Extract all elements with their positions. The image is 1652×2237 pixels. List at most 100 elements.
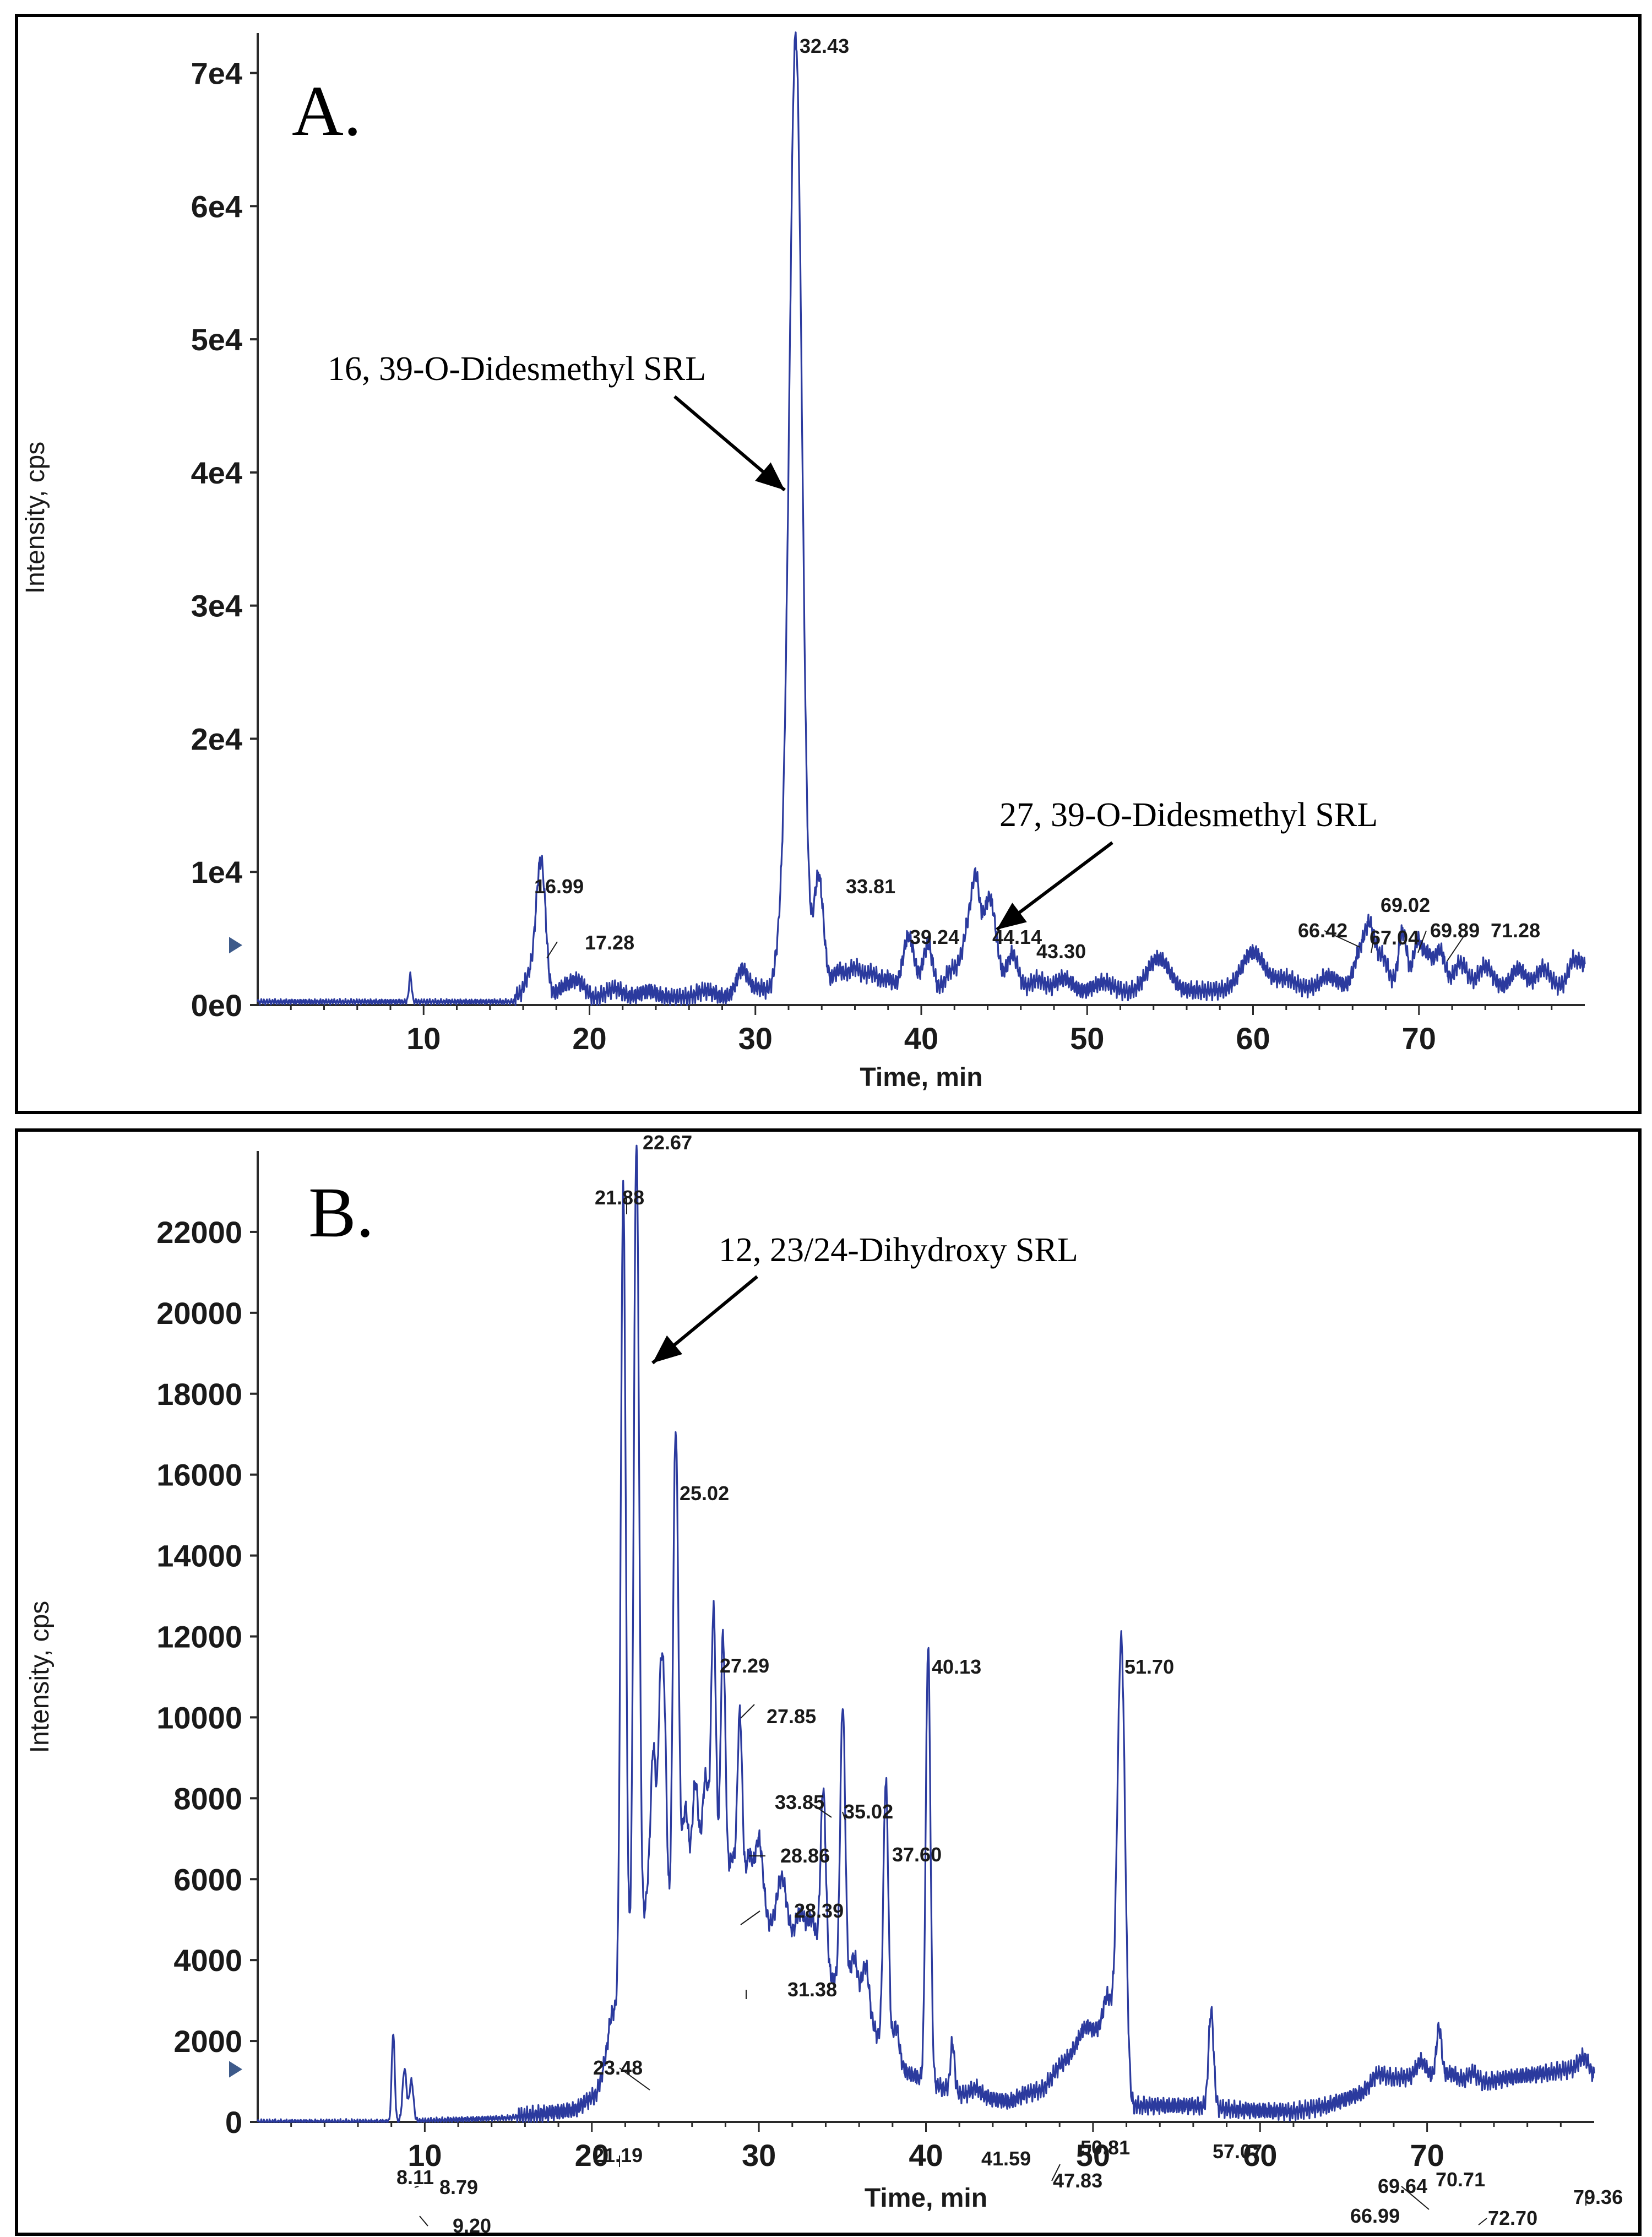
annotation-arrowhead-icon <box>755 462 785 490</box>
peak-label-leader <box>619 2067 650 2091</box>
peak-label-leader <box>740 1704 755 1719</box>
x-tick-label: 70 <box>1402 1021 1436 1056</box>
peak-label: 8.11 <box>396 2166 434 2189</box>
y-tick-label: 3e4 <box>191 589 242 623</box>
y-tick-label: 18000 <box>156 1377 242 1411</box>
chromatogram-trace <box>257 31 1586 1006</box>
chart-panel-a: 0e0 1e4 2e4 3e4 4e4 5e4 6e4 7e4 10 20 30 40 50 60 70 Ti… <box>0 0 1652 1118</box>
x-tick-label: 60 <box>1236 1021 1270 1056</box>
y-axis-title: Intensity, cps <box>21 442 50 594</box>
y-tick-label: 4000 <box>173 1943 242 1978</box>
x-axis-title: Time, min <box>860 1063 982 1092</box>
x-tick-label: 60 <box>1243 2138 1277 2173</box>
y-tick-label: 6000 <box>173 1862 242 1897</box>
y-tick-label: 8000 <box>173 1781 242 1816</box>
peak-label: 17.28 <box>585 931 634 954</box>
peak-label-leader <box>1051 2164 1061 2181</box>
y-axis-title: Intensity, cps <box>25 1601 55 1753</box>
peak-label: 23.48 <box>593 2056 643 2079</box>
peak-label-leader <box>1371 937 1374 953</box>
peak-label: 35.02 <box>844 1800 893 1823</box>
annotation-label: 16, 39-O-Didesmethyl SRL <box>328 350 706 388</box>
chart-panel-b: 0 2000 4000 6000 8000 10000 12000 14000 16000 180… <box>0 1118 1652 2237</box>
annotation-label: 27, 39-O-Didesmethyl SRL <box>999 796 1378 834</box>
peak-label: 16.99 <box>534 875 584 898</box>
peak-label-leader <box>414 2186 419 2188</box>
x-tick-label: 10 <box>406 1021 441 1056</box>
panel-frame-b <box>15 1128 1642 2236</box>
x-tick-label: 20 <box>575 2138 609 2173</box>
peak-label: 27.85 <box>767 1705 816 1728</box>
peak-label: 40.13 <box>932 1655 981 1678</box>
peak-label-leader <box>842 1811 846 1821</box>
peak-label: 67.04 <box>1370 926 1419 949</box>
y-tick-label: 12000 <box>156 1620 242 1654</box>
peak-label: 57.07 <box>1213 2140 1262 2163</box>
annotation-arrowhead-icon <box>997 903 1027 930</box>
peak-label-leader <box>740 1910 760 1925</box>
chromatogram-trace <box>257 1144 1595 2123</box>
peak-label: 69.89 <box>1430 919 1480 942</box>
x-tick-label: 30 <box>742 2138 776 2173</box>
peak-label: 28.39 <box>794 1899 844 1922</box>
peak-label-leader <box>1447 930 1468 962</box>
y-tick-label: 20000 <box>156 1296 242 1331</box>
peak-label: 32.43 <box>800 35 849 57</box>
peak-label: 71.28 <box>1491 919 1540 942</box>
y-tick-label: 22000 <box>156 1215 242 1250</box>
peak-label: 21.88 <box>595 1186 644 1209</box>
peak-label: 79.36 <box>1573 2186 1623 2208</box>
y-tick-label: 16000 <box>156 1458 242 1492</box>
peak-label: 28.86 <box>780 1844 830 1867</box>
y-tick-label: 2000 <box>173 2024 242 2059</box>
peak-label: 8.79 <box>439 2176 478 2198</box>
x-tick-label: 50 <box>1070 1021 1104 1056</box>
panel-label: B. <box>308 1173 374 1252</box>
peak-label-leader <box>809 1802 832 1818</box>
x-tick-label: 40 <box>909 2138 943 2173</box>
y-tick-label: 7e4 <box>191 56 242 91</box>
peak-label-leader <box>1401 2186 1430 2210</box>
peak-label: 47.83 <box>1053 2169 1102 2192</box>
peak-label: 39.24 <box>910 926 959 948</box>
peak-label: 50.81 <box>1080 2136 1130 2159</box>
y-tick-label: 6e4 <box>191 189 242 224</box>
peak-label: 25.02 <box>680 1482 729 1505</box>
peak-label: 33.85 <box>775 1791 824 1814</box>
peak-label: 51.70 <box>1124 1655 1174 1678</box>
x-axis-title: Time, min <box>865 2184 987 2213</box>
peak-label: 69.02 <box>1381 894 1430 916</box>
peak-label: 33.81 <box>846 875 895 898</box>
x-tick-label: 70 <box>1410 2138 1444 2173</box>
peak-label: 37.60 <box>892 1843 942 1866</box>
y-tick-label: 2e4 <box>191 721 242 756</box>
y-tick-label: 0 <box>225 2105 242 2140</box>
peak-label: 41.59 <box>981 2147 1031 2170</box>
peak-label: 22.67 <box>643 1131 692 1154</box>
peak-label: 9.20 <box>453 2214 491 2237</box>
peak-label: 31.38 <box>787 1978 837 2001</box>
chromatogram-b: 0 2000 4000 6000 8000 10000 12000 14000 16000 180… <box>15 1128 1642 2237</box>
peak-label-leader <box>419 2216 428 2227</box>
x-tick-label: 40 <box>904 1021 938 1056</box>
x-tick-label: 20 <box>572 1021 606 1056</box>
peak-label: 27.29 <box>720 1654 769 1677</box>
y-tick-label: 1e4 <box>191 855 242 889</box>
peak-label-leader <box>1379 2216 1385 2217</box>
peak-label-leader <box>1478 2218 1487 2225</box>
panel-label: A. <box>292 72 361 151</box>
baseline-marker-arrow-icon <box>229 937 242 954</box>
y-tick-label: 5e4 <box>191 322 242 357</box>
peak-label: 72.70 <box>1488 2207 1537 2229</box>
peak-label: 43.30 <box>1036 940 1086 963</box>
y-tick-label: 10000 <box>156 1700 242 1735</box>
panel-frame-a <box>15 14 1642 1114</box>
peak-label: 66.99 <box>1350 2205 1400 2227</box>
annotation-label: 12, 23/24-Dihydroxy SRL <box>719 1231 1078 1269</box>
baseline-marker-arrow-icon <box>229 2061 242 2078</box>
y-tick-label: 14000 <box>156 1539 242 1573</box>
peak-label-leader <box>1417 930 1427 953</box>
peak-label: 69.64 <box>1378 2175 1427 2197</box>
peak-label: 21.19 <box>593 2144 643 2167</box>
y-tick-label: 0e0 <box>191 988 242 1023</box>
